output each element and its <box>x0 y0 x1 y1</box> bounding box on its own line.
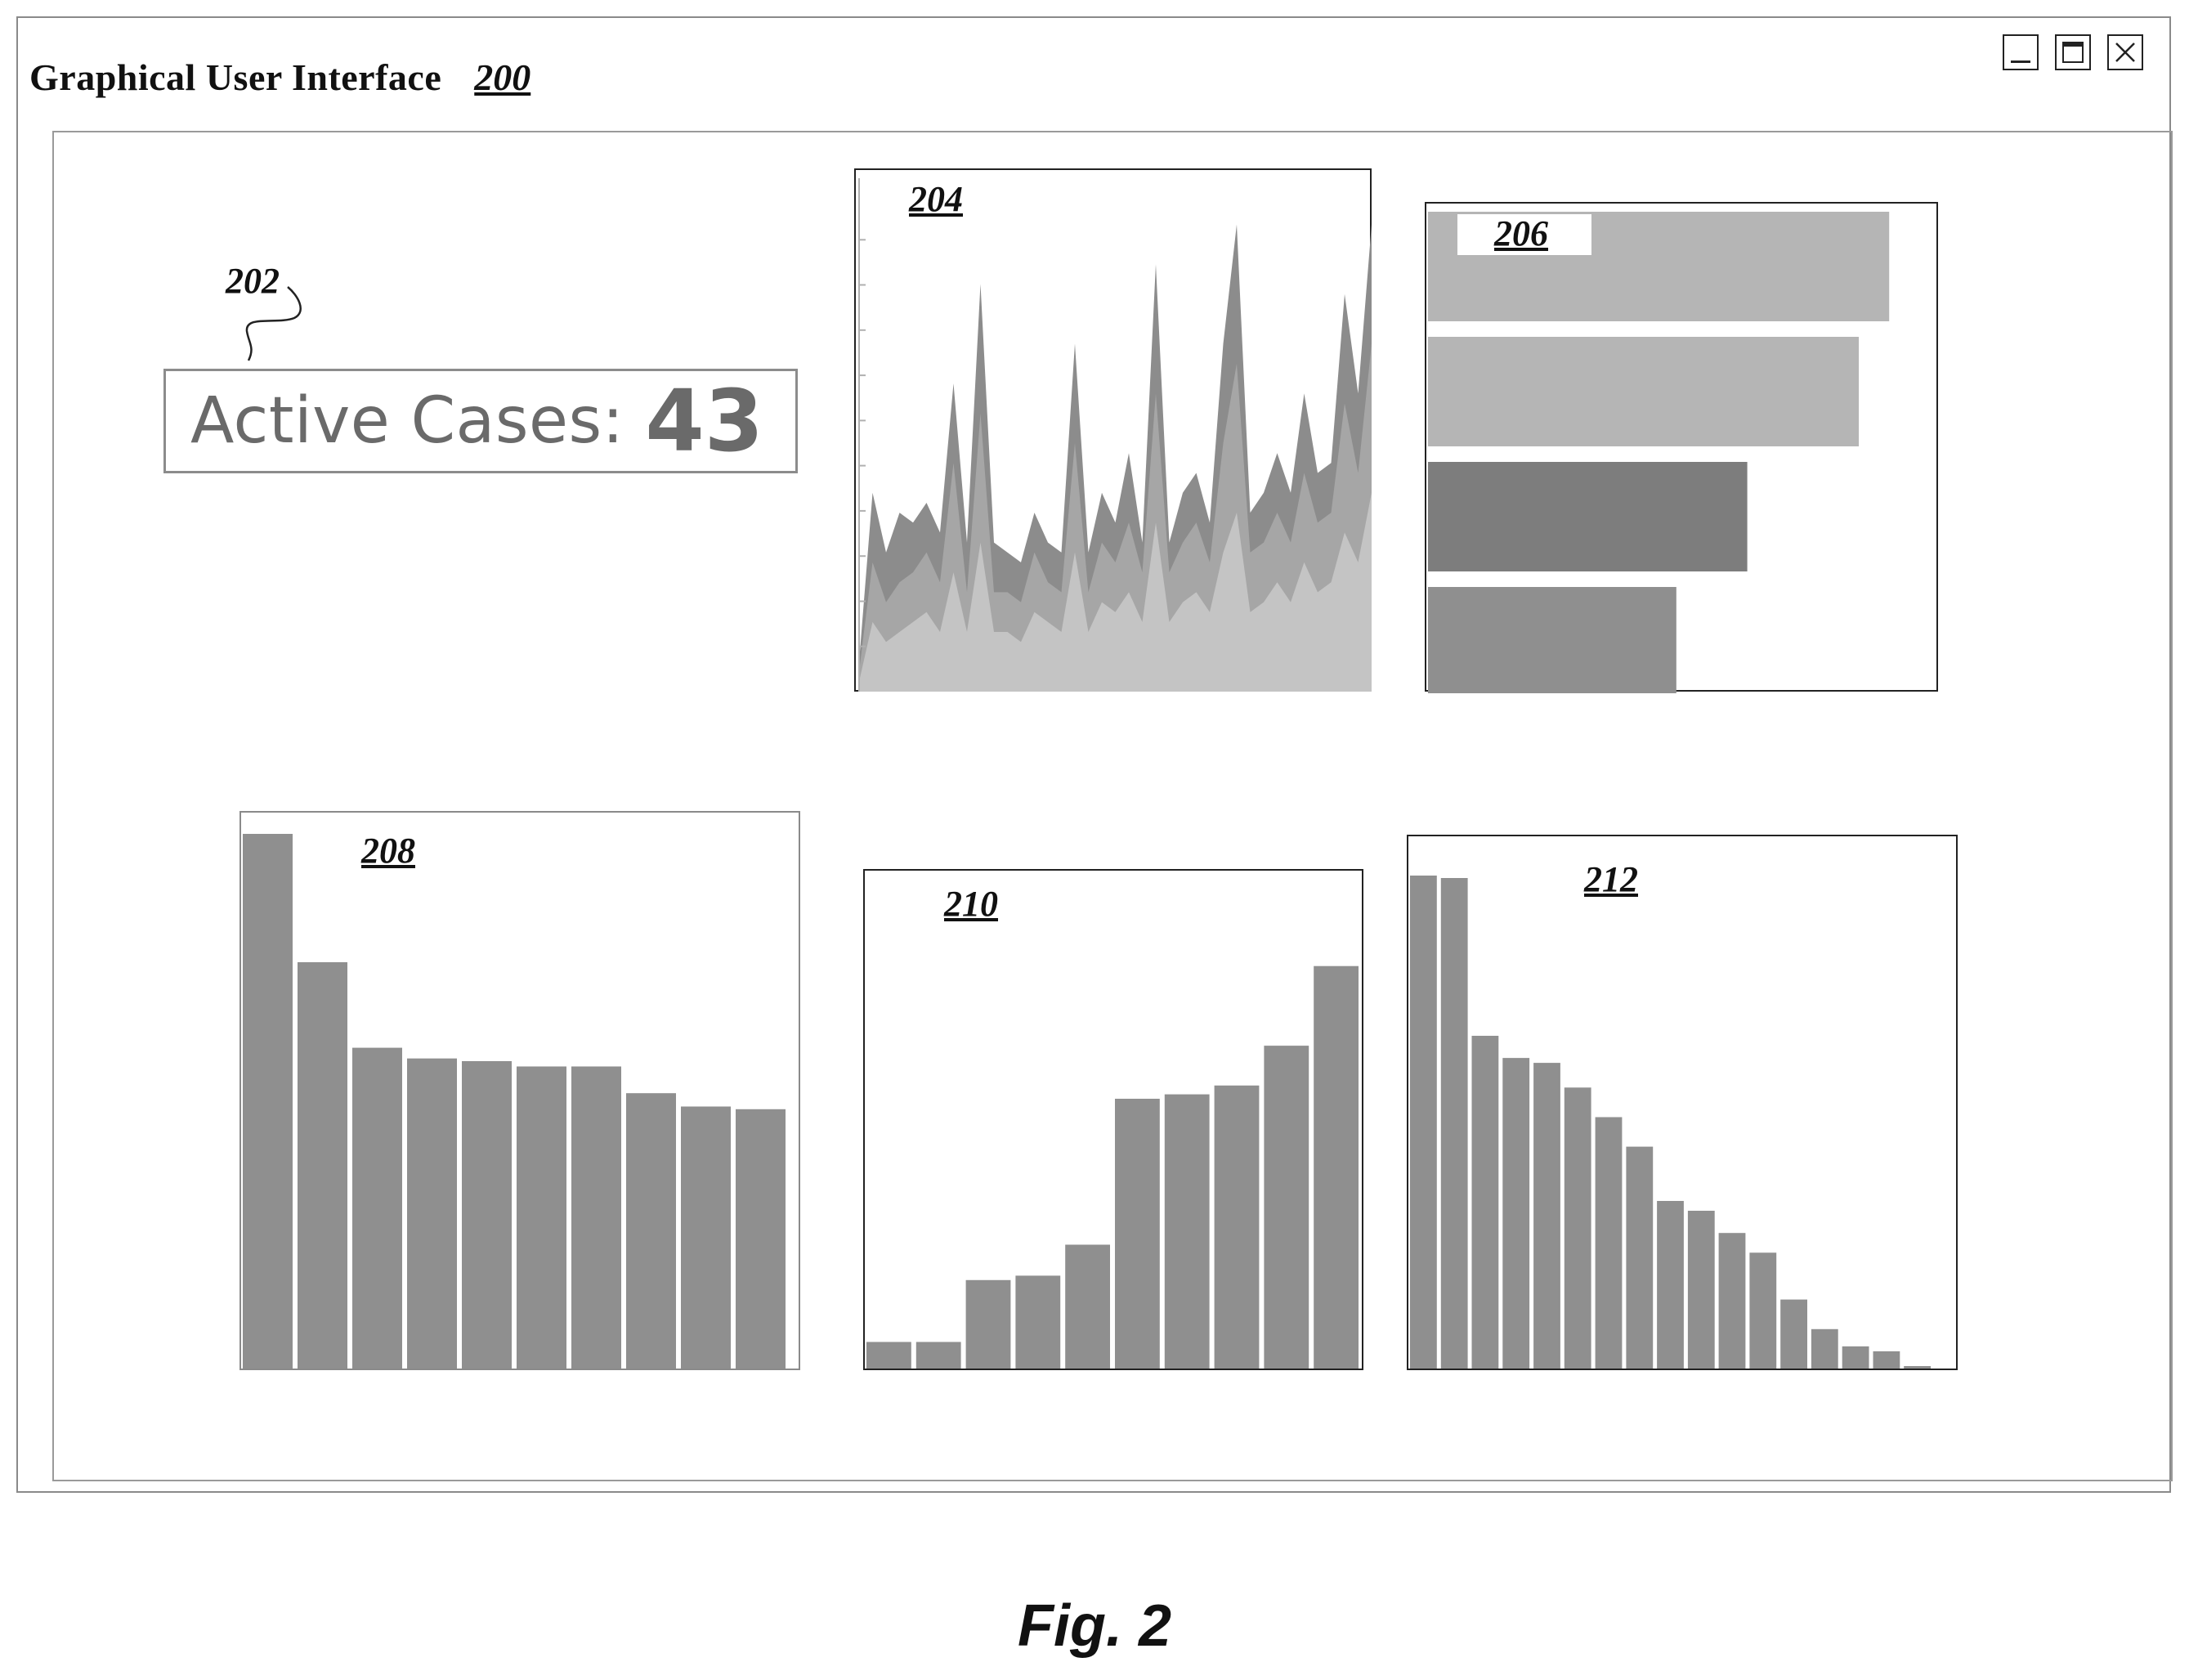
bar-212-13 <box>1780 1299 1807 1369</box>
panel-ref-210: 210 <box>944 884 998 924</box>
title-row: Graphical User Interface 200 <box>29 56 530 105</box>
bar-212-9 <box>1657 1201 1684 1369</box>
leader-line <box>245 286 302 361</box>
bar-210-1 <box>866 1342 911 1369</box>
hbar-206-3 <box>1428 462 1748 571</box>
bar-212-1 <box>1410 876 1437 1369</box>
hbar-206-2 <box>1428 337 1859 446</box>
maximize-icon[interactable] <box>2055 34 2091 70</box>
minimize-icon[interactable] <box>2003 34 2039 70</box>
bar-chart-212 <box>1410 876 1931 1369</box>
horizontal-bar-chart <box>1428 212 1890 693</box>
horizontal-bar-chart-panel[interactable] <box>1425 202 1938 693</box>
bar-210-4 <box>1015 1275 1061 1369</box>
bar-212-2 <box>1440 878 1468 1369</box>
window-controls <box>2003 34 2143 70</box>
bar-212-8 <box>1626 1146 1654 1369</box>
bar-212-7 <box>1595 1117 1623 1369</box>
panel-ref-208: 208 <box>361 831 415 871</box>
bar-208-9 <box>681 1106 731 1369</box>
bar-208-8 <box>626 1093 676 1369</box>
panel-ref-204: 204 <box>909 179 963 219</box>
bar-212-12 <box>1749 1252 1777 1369</box>
bar-212-10 <box>1687 1211 1715 1369</box>
hbar-206-4 <box>1428 587 1676 693</box>
bar-chart-208-panel[interactable] <box>239 811 800 1370</box>
bar-chart-210 <box>866 965 1359 1369</box>
area-series-3 <box>859 492 1372 692</box>
close-icon[interactable] <box>2107 34 2143 70</box>
bar-212-4 <box>1502 1058 1530 1369</box>
bar-chart-212-panel[interactable] <box>1407 835 1958 1370</box>
bar-210-6 <box>1115 1099 1160 1369</box>
bar-212-17 <box>1904 1366 1931 1369</box>
bar-212-5 <box>1533 1063 1560 1369</box>
dashboard-area <box>52 131 2173 1481</box>
kpi-value: 43 <box>645 371 764 471</box>
bar-208-3 <box>352 1047 402 1369</box>
bar-210-5 <box>1065 1244 1110 1369</box>
kpi-ref-number: 202 <box>226 261 280 301</box>
area-chart <box>858 178 1372 692</box>
bar-208-2 <box>298 962 347 1369</box>
bar-210-8 <box>1214 1085 1260 1369</box>
bar-208-1 <box>243 834 293 1369</box>
bar-212-15 <box>1842 1346 1869 1369</box>
bar-208-7 <box>571 1066 621 1369</box>
bar-chart-210-panel[interactable] <box>863 869 1363 1370</box>
bar-212-14 <box>1811 1328 1838 1369</box>
bar-210-7 <box>1164 1094 1210 1369</box>
area-chart-panel[interactable] <box>854 168 1372 692</box>
window-ref-number: 200 <box>474 56 531 98</box>
panel-ref-212: 212 <box>1584 859 1638 899</box>
bar-208-5 <box>462 1061 512 1369</box>
bar-212-16 <box>1873 1351 1900 1369</box>
kpi-label: Active Cases: <box>190 384 624 458</box>
bar-212-6 <box>1564 1087 1591 1369</box>
bar-210-3 <box>965 1279 1011 1369</box>
bar-212-11 <box>1718 1233 1746 1369</box>
window-title: Graphical User Interface <box>29 56 442 98</box>
bar-208-4 <box>407 1058 457 1369</box>
bar-208-10 <box>736 1109 786 1369</box>
bar-208-6 <box>517 1066 566 1369</box>
panel-ref-206: 206 <box>1494 213 1548 253</box>
bar-210-9 <box>1264 1046 1309 1369</box>
panel-label-box <box>1457 214 1591 255</box>
bar-210-2 <box>915 1342 961 1369</box>
bar-chart-208 <box>243 834 786 1369</box>
bar-210-10 <box>1314 965 1359 1369</box>
kpi-card[interactable]: Active Cases: 43 <box>163 369 798 473</box>
bar-212-3 <box>1471 1036 1499 1369</box>
figure-caption: Fig. 2 <box>1017 1593 1171 1659</box>
